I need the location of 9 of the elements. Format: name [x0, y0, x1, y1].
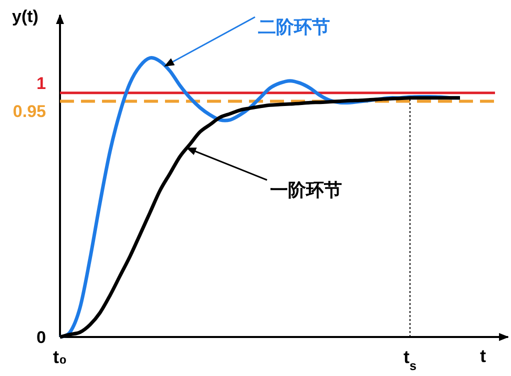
annotation: 一阶环节	[270, 180, 342, 200]
x-tick-label: t₀	[52, 347, 68, 367]
text: 1	[36, 74, 46, 93]
x-tick-label: t$_{s}$	[403, 347, 417, 373]
y-axis-title: y(t)	[12, 7, 38, 26]
text: 0	[36, 328, 46, 347]
text: 二阶环节	[258, 17, 330, 37]
x-axis-title: t	[480, 346, 486, 366]
text: 0.95	[12, 102, 46, 122]
